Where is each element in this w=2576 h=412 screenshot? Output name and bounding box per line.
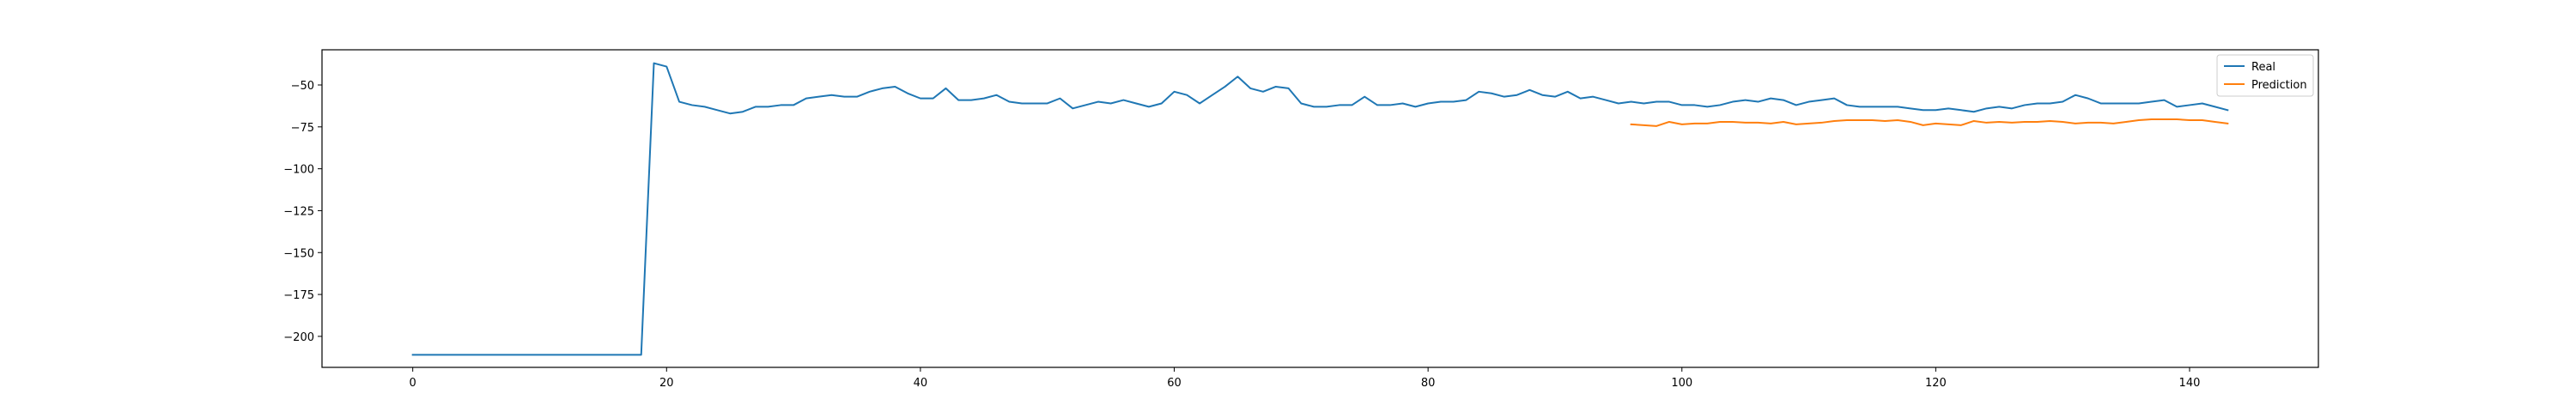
legend: Real Prediction xyxy=(2216,54,2314,97)
plot-frame xyxy=(321,49,2319,368)
series-line-prediction xyxy=(1630,118,2229,127)
legend-label-real: Real xyxy=(2251,61,2275,74)
y-tick-label: −50 xyxy=(291,80,314,93)
x-tick-label: 80 xyxy=(1421,377,1436,390)
series-layer xyxy=(411,62,2229,356)
series-line-real xyxy=(411,62,2229,356)
x-tick-label: 0 xyxy=(410,377,416,390)
x-axis: 0 20 40 60 80 100 120 140 xyxy=(410,367,2201,390)
x-tick-label: 140 xyxy=(2179,377,2201,390)
x-tick-label: 60 xyxy=(1167,377,1182,390)
x-tick-label: 120 xyxy=(1925,377,1947,390)
y-tick-label: −100 xyxy=(283,164,314,177)
y-tick-label: −200 xyxy=(283,331,314,344)
x-tick-label: 100 xyxy=(1671,377,1692,390)
y-tick-label: −175 xyxy=(283,289,314,302)
y-axis: −200 −175 −150 −125 −100 −75 −50 xyxy=(283,80,322,344)
y-tick-label: −125 xyxy=(283,205,314,218)
x-tick-label: 20 xyxy=(659,377,674,390)
x-tick-label: 40 xyxy=(914,377,928,390)
y-tick-label: −75 xyxy=(291,122,314,135)
y-tick-label: −150 xyxy=(283,247,314,260)
legend-label-prediction: Prediction xyxy=(2251,79,2307,92)
